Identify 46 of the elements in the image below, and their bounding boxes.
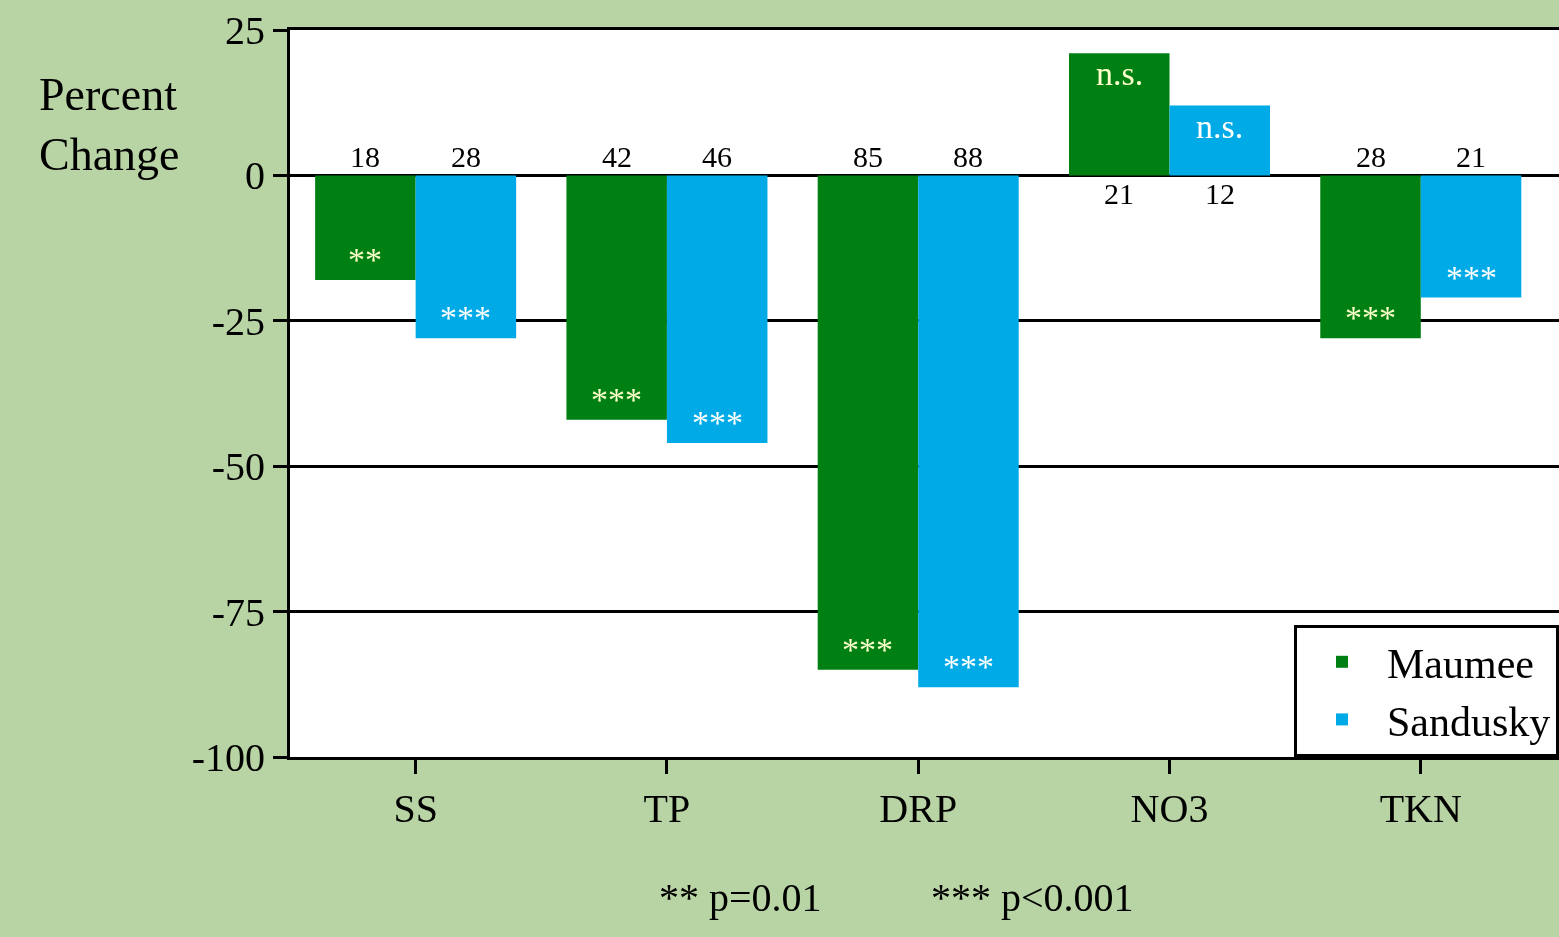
bar <box>1169 105 1271 176</box>
annotation: 21 <box>1104 177 1134 210</box>
legend-label: Sandusky <box>1387 698 1551 745</box>
bar <box>817 175 919 670</box>
annotation: 28 <box>1356 140 1386 173</box>
annotation: 12 <box>1205 177 1235 210</box>
y-tick-label: -50 <box>211 444 265 490</box>
annotation: 28 <box>451 140 481 173</box>
y-tick-label: 0 <box>245 153 265 199</box>
annotation: *** <box>1446 259 1497 296</box>
bar <box>415 175 517 339</box>
annotation: n.s. <box>1196 108 1244 145</box>
y-tick-label: -75 <box>211 589 265 635</box>
annotation: ** <box>348 241 382 278</box>
x-tick-label: TKN <box>1379 786 1462 831</box>
x-tick-label: TP <box>643 786 691 831</box>
y-axis-title: Percent Change <box>39 69 180 180</box>
bar <box>918 175 1019 688</box>
annotation: *** <box>440 299 491 336</box>
y-tick-label: 25 <box>225 8 265 53</box>
x-tick-label: NO3 <box>1130 786 1209 831</box>
bar <box>1420 175 1522 298</box>
annotation: 18 <box>350 140 380 173</box>
annotation: *** <box>591 381 642 418</box>
bar <box>566 175 667 420</box>
x-tick-label: SS <box>393 786 438 831</box>
annotation: 42 <box>602 140 632 173</box>
annotation: 88 <box>953 140 983 173</box>
bar <box>1320 175 1421 339</box>
annotation: 21 <box>1456 140 1486 173</box>
bar <box>315 175 416 281</box>
x-tick-label: DRP <box>879 786 958 831</box>
annotation: *** <box>842 631 893 668</box>
annotation: *** <box>943 648 994 685</box>
legend-label: Maumee <box>1387 641 1534 688</box>
y-tick-label: -100 <box>191 735 265 780</box>
annotation: 46 <box>702 140 732 173</box>
annotation: n.s. <box>1096 55 1144 92</box>
text: *** p<0.001 <box>931 875 1134 920</box>
annotation: 85 <box>853 140 883 173</box>
annotation: *** <box>692 404 743 441</box>
bar <box>1068 53 1170 176</box>
text: ** p=0.01 <box>659 875 822 920</box>
y-tick-label: -25 <box>211 298 265 344</box>
annotation: *** <box>1345 299 1396 336</box>
bar <box>666 175 768 443</box>
